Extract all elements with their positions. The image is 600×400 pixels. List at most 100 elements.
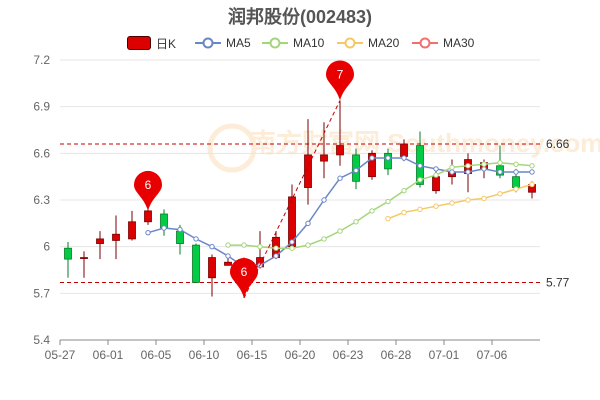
- legend-item-ma20[interactable]: MA20: [337, 34, 399, 52]
- candle-body: [336, 145, 344, 156]
- reference-line-label: 5.77: [546, 275, 570, 289]
- kline-legend-icon: [127, 36, 151, 50]
- ma5-point: [305, 220, 311, 227]
- ma10-point: [241, 242, 247, 248]
- stock-code: (002483): [299, 7, 373, 27]
- ma10-point: [337, 228, 343, 234]
- ma5-point: [497, 169, 503, 175]
- candle-body: [96, 238, 104, 244]
- y-tick-label: 6.6: [33, 146, 50, 160]
- candlestick[interactable]: [80, 251, 88, 278]
- ma10-point: [321, 236, 327, 242]
- y-tick-label: 5.7: [33, 286, 50, 300]
- pin-label: 7: [337, 67, 344, 81]
- ma5-point: [369, 155, 375, 161]
- ma20-point: [449, 200, 455, 206]
- ma10-point: [305, 242, 311, 248]
- x-tick-label: 06-05: [141, 348, 172, 362]
- candle-body: [80, 257, 88, 259]
- ma5-point: [209, 243, 215, 250]
- ma10-line: [228, 161, 533, 249]
- ma5-point: [433, 166, 439, 172]
- candlestick[interactable]: [192, 243, 200, 283]
- ma5-point: [529, 169, 535, 175]
- legend-item-ma5[interactable]: MA5: [195, 34, 251, 52]
- ma10-point: [529, 163, 535, 169]
- ma5-line: [147, 157, 532, 268]
- ma10-point: [385, 198, 391, 205]
- candle-body: [144, 210, 152, 223]
- legend: 日K MA5 MA10 MA20 MA30: [0, 34, 600, 52]
- ma20-point: [513, 186, 519, 192]
- ma5-point: [481, 166, 487, 172]
- candlestick[interactable]: [96, 231, 104, 260]
- candlestick[interactable]: [304, 119, 312, 205]
- ma10-point: [497, 159, 503, 166]
- pin-label: 6: [241, 265, 248, 279]
- candlestick[interactable]: [320, 122, 328, 179]
- candle-body: [224, 261, 232, 266]
- ma5-point: [289, 239, 295, 245]
- ma10-point: [289, 245, 295, 251]
- pin-marker[interactable]: 6: [134, 170, 163, 211]
- x-tick-label: 05-27: [45, 348, 76, 362]
- candle-body: [368, 152, 376, 178]
- candle-body: [512, 176, 520, 188]
- ma20-legend-icon: [337, 37, 363, 49]
- candlestick[interactable]: [208, 254, 216, 297]
- ma10-point: [257, 243, 263, 250]
- pin-marker[interactable]: 6: [230, 258, 258, 298]
- y-tick-label: 6: [43, 240, 50, 254]
- ma10-point: [369, 208, 375, 214]
- candle-body: [128, 221, 136, 240]
- candle-body: [64, 247, 72, 260]
- legend-item-ma30[interactable]: MA30: [412, 34, 474, 52]
- pin-shape: [134, 170, 163, 211]
- ma5-point: [353, 167, 359, 174]
- x-tick-label: 06-23: [333, 348, 364, 362]
- ma30-legend-icon: [412, 37, 438, 49]
- ma10-point: [273, 245, 279, 251]
- ma20-line: [387, 183, 533, 220]
- chart-title: 润邦股份(002483): [0, 3, 600, 29]
- ma20-point: [497, 191, 503, 197]
- candle-body: [112, 233, 120, 241]
- candlestick[interactable]: [336, 100, 344, 166]
- ma20-point: [385, 215, 391, 222]
- ma5-point: [177, 226, 183, 233]
- legend-item-kline[interactable]: 日K: [127, 34, 176, 52]
- ma5-point: [385, 155, 391, 161]
- candlestick[interactable]: [368, 150, 376, 180]
- ma5-point: [225, 253, 231, 259]
- candlestick[interactable]: [64, 242, 72, 278]
- ma20-point: [529, 181, 535, 188]
- legend-label-kline: 日K: [156, 36, 177, 51]
- ma5-point: [161, 225, 167, 231]
- candle-body: [192, 244, 200, 283]
- y-tick-label: 7.2: [33, 53, 50, 67]
- x-tick-label: 06-20: [285, 348, 316, 362]
- legend-item-ma10[interactable]: MA10: [262, 34, 324, 52]
- candlestick[interactable]: [160, 209, 168, 236]
- candlestick[interactable]: [384, 148, 392, 176]
- ma5-legend-icon: [195, 37, 221, 49]
- x-tick-label: 06-01: [93, 348, 124, 362]
- ma20-point: [417, 206, 423, 213]
- ma5-point: [337, 175, 343, 181]
- ma5-point: [321, 197, 327, 203]
- candlestick[interactable]: [112, 215, 120, 260]
- ma5-point: [417, 163, 423, 169]
- ma10-point: [513, 161, 519, 167]
- pin-label: 6: [145, 178, 152, 192]
- ma10-point: [353, 219, 359, 225]
- legend-label-ma20: MA20: [368, 36, 400, 50]
- ma20-point: [401, 209, 407, 216]
- ma10-point: [481, 161, 487, 167]
- pin-marker[interactable]: 7: [326, 60, 354, 101]
- ma5-point: [193, 236, 199, 242]
- candle-body: [304, 154, 312, 188]
- ma10-point: [401, 187, 407, 194]
- candlestick[interactable]: [128, 210, 136, 241]
- pin-shape: [230, 258, 258, 298]
- y-tick-label: 6.9: [33, 100, 50, 114]
